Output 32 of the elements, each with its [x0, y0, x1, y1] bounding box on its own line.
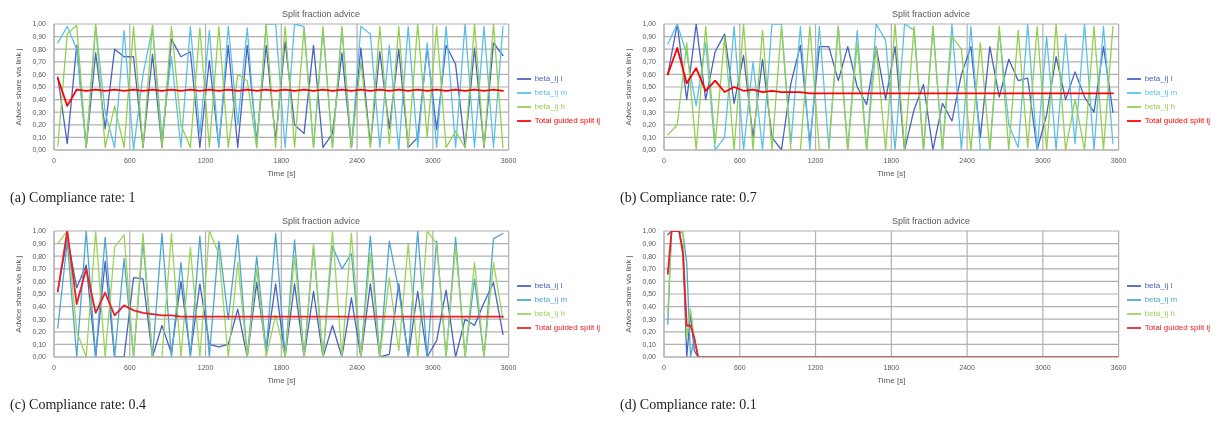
- y-axis-title: Advice share via link j: [623, 255, 633, 333]
- x-axis-title: Time [s]: [877, 376, 906, 385]
- x-axis-title: Time [s]: [267, 376, 296, 385]
- x-axis-title: Time [s]: [267, 169, 296, 178]
- legend-label: beta_ij m: [534, 295, 568, 305]
- text: (c) Compliance rate: 0.4: [9, 397, 148, 413]
- legend-label: beta_ij l: [534, 281, 563, 291]
- text: (d) Compliance rate: 0.1: [619, 397, 758, 413]
- legend-label: Total guided split ij: [534, 116, 600, 126]
- legend-label: beta_ij m: [1144, 295, 1178, 305]
- chart-title: Split fraction advice: [890, 8, 971, 20]
- legend-label: beta_ij m: [1144, 88, 1178, 98]
- legend-label: Total guided split ij: [534, 323, 600, 333]
- legend-label: beta_ij h: [534, 309, 565, 319]
- chart-title: Split fraction advice: [280, 8, 361, 20]
- chart-title: Split fraction advice: [890, 215, 971, 227]
- x-axis-title: Time [s]: [877, 169, 906, 178]
- legend-label: beta_ij h: [534, 102, 565, 112]
- legend-label: beta_ij l: [534, 74, 563, 84]
- y-axis-title: Advice share via link j: [623, 48, 633, 126]
- legend-label: beta_ij l: [1144, 74, 1173, 84]
- text: (a) Compliance rate: 1: [9, 190, 137, 206]
- chart-title: Split fraction advice: [280, 215, 361, 227]
- legend-label: beta_ij h: [1144, 102, 1175, 112]
- legend-label: beta_ij m: [534, 88, 568, 98]
- legend-label: beta_ij h: [1144, 309, 1175, 319]
- legend-label: Total guided split ij: [1144, 323, 1210, 333]
- y-axis-title: Advice share via link j: [13, 255, 23, 333]
- legend-label: Total guided split ij: [1144, 116, 1210, 126]
- text: (b) Compliance rate: 0.7: [619, 190, 758, 206]
- y-axis-title: Advice share via link j: [13, 48, 23, 126]
- legend-label: beta_ij l: [1144, 281, 1173, 291]
